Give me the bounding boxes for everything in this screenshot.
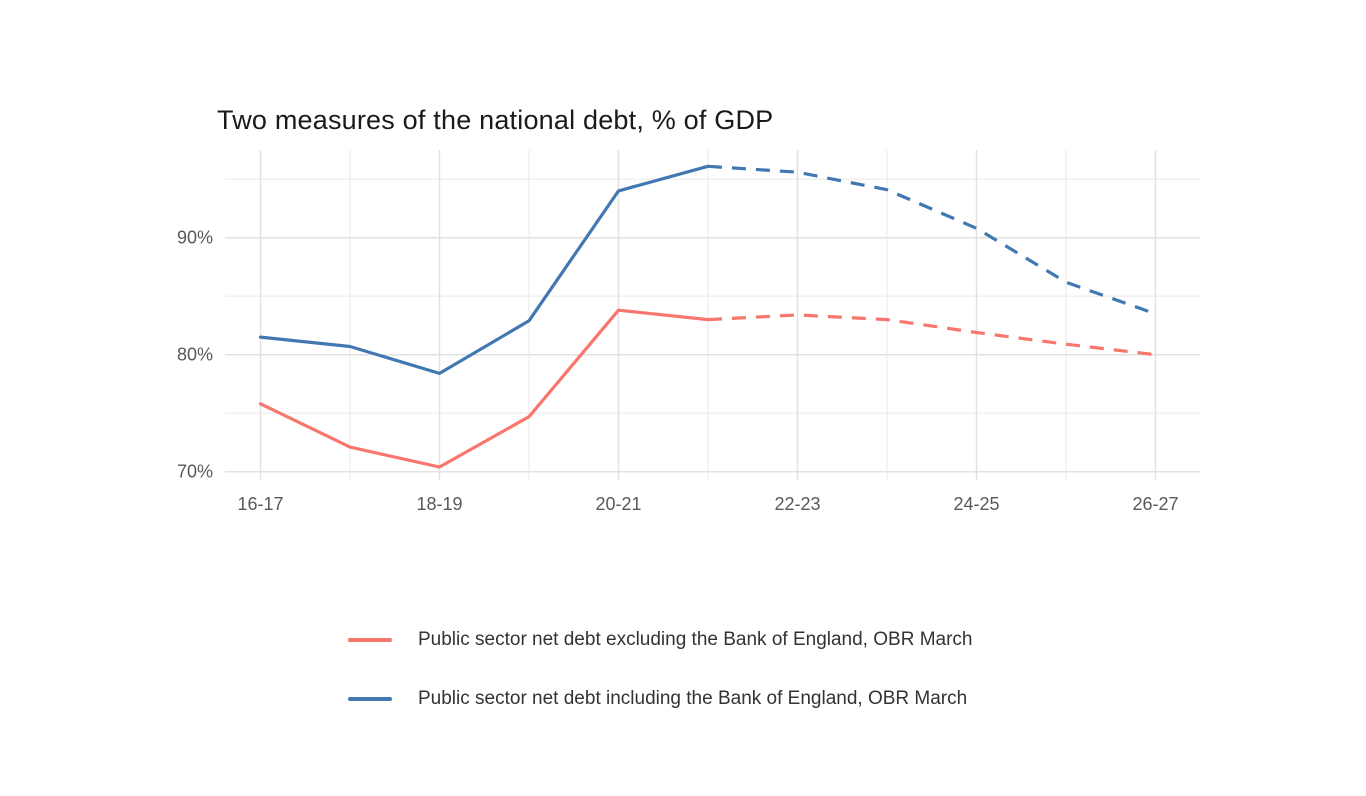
legend-line-swatch-including [348, 697, 392, 701]
y-tick-label: 90% [177, 228, 213, 248]
series-line-solid [258, 308, 710, 469]
x-tick-label: 16-17 [237, 494, 283, 514]
x-tick-label: 26-27 [1132, 494, 1178, 514]
y-tick-label: 70% [177, 462, 213, 482]
chart-title: Two measures of the national debt, % of … [217, 105, 774, 135]
series-line-dashed-forecast [707, 164, 1157, 316]
x-tick-label: 18-19 [416, 494, 462, 514]
x-tick-label: 24-25 [953, 494, 999, 514]
series-line-dashed-forecast [707, 313, 1156, 357]
series-line-solid [258, 164, 710, 375]
legend-label-excluding: Public sector net debt excluding the Ban… [418, 629, 973, 650]
legend-item: Public sector net debt including the Ban… [348, 687, 972, 711]
x-tick-label: 22-23 [774, 494, 820, 514]
legend-item: Public sector net debt excluding the Ban… [348, 628, 972, 652]
legend-line-swatch-excluding [348, 638, 392, 642]
legend: Public sector net debt excluding the Ban… [348, 628, 972, 711]
legend-label-including: Public sector net debt including the Ban… [418, 688, 968, 709]
y-tick-label: 80% [177, 345, 213, 365]
x-tick-label: 20-21 [595, 494, 641, 514]
